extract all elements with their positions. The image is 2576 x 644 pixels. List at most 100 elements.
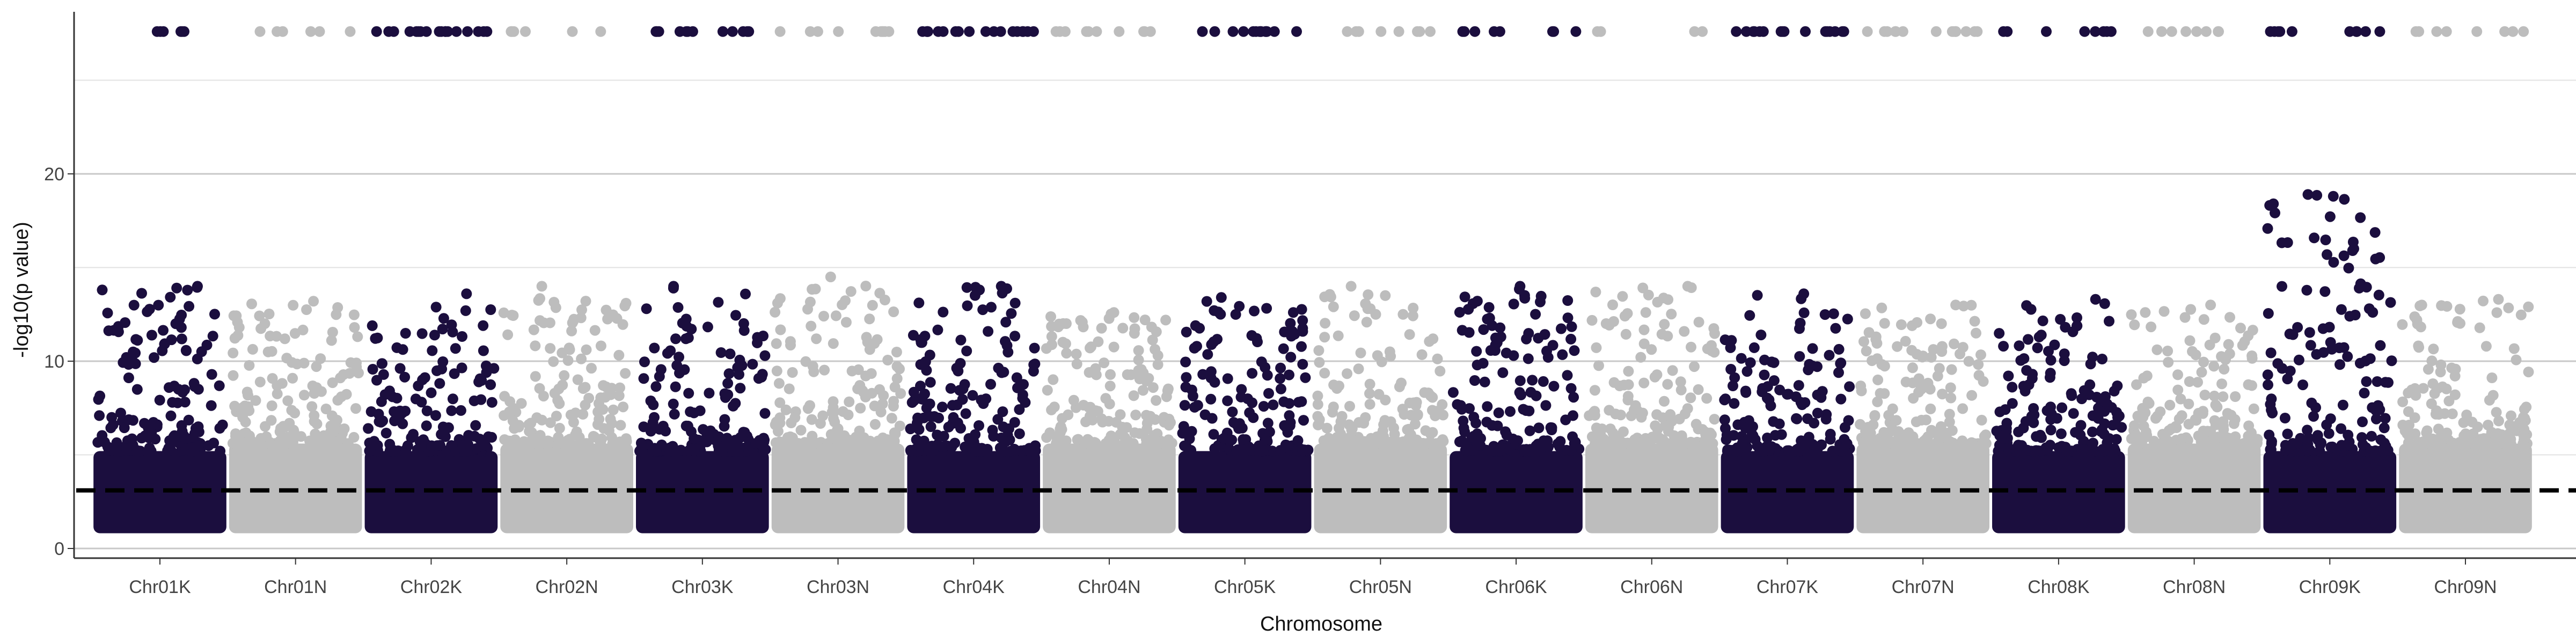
data-point bbox=[318, 430, 330, 441]
data-point bbox=[1380, 290, 1391, 301]
ceiling-point bbox=[2090, 26, 2101, 37]
x-tick-label: Chr01K bbox=[129, 577, 191, 597]
data-point bbox=[1958, 301, 1969, 312]
data-point bbox=[1520, 445, 1531, 456]
data-point bbox=[2176, 410, 2187, 421]
data-point bbox=[581, 438, 592, 449]
data-point bbox=[2126, 309, 2137, 320]
data-point bbox=[548, 356, 559, 367]
data-point bbox=[298, 390, 310, 401]
data-point bbox=[2014, 340, 2025, 352]
data-point bbox=[1745, 357, 1756, 368]
ceiling-point bbox=[2507, 26, 2519, 37]
data-point bbox=[1744, 310, 1755, 321]
data-point bbox=[728, 400, 739, 412]
ceiling-point bbox=[1342, 26, 1353, 37]
data-point bbox=[2338, 250, 2350, 261]
data-point bbox=[1472, 296, 1483, 307]
data-point bbox=[2000, 404, 2011, 415]
data-point bbox=[2266, 405, 2277, 415]
data-point bbox=[228, 370, 239, 381]
data-point bbox=[1162, 385, 1173, 396]
data-point bbox=[1331, 431, 1343, 443]
data-point bbox=[2222, 408, 2233, 419]
data-point bbox=[1740, 422, 1751, 434]
ceiling-point bbox=[1091, 26, 1102, 37]
data-point bbox=[2246, 350, 2258, 361]
ceiling-point bbox=[1890, 26, 1901, 37]
data-point bbox=[1437, 399, 1448, 410]
data-point bbox=[601, 381, 612, 392]
data-point bbox=[434, 378, 445, 389]
data-point bbox=[449, 445, 460, 457]
data-point bbox=[2415, 321, 2426, 333]
data-point bbox=[1806, 360, 1818, 371]
data-point bbox=[1797, 437, 1809, 448]
data-point bbox=[2183, 398, 2194, 409]
data-point bbox=[1833, 367, 1844, 378]
peak-point bbox=[1950, 299, 1962, 311]
data-point bbox=[440, 431, 451, 442]
data-point bbox=[1646, 344, 1657, 355]
data-point bbox=[840, 317, 852, 328]
data-point bbox=[128, 299, 140, 311]
data-point bbox=[938, 430, 949, 442]
data-point bbox=[485, 304, 496, 315]
data-point bbox=[799, 437, 810, 448]
data-point bbox=[2336, 423, 2347, 434]
data-point bbox=[1802, 413, 1813, 425]
data-point bbox=[977, 304, 989, 316]
data-point bbox=[2129, 319, 2140, 331]
data-point bbox=[889, 427, 900, 438]
ceiling-point bbox=[1054, 26, 1065, 37]
data-point bbox=[689, 433, 700, 444]
data-point bbox=[2097, 354, 2107, 364]
data-point bbox=[1973, 370, 1985, 381]
data-point bbox=[2325, 442, 2337, 452]
peak-point bbox=[2090, 294, 2101, 305]
data-point bbox=[1278, 343, 1289, 354]
data-point bbox=[2210, 399, 2221, 411]
data-point bbox=[916, 337, 927, 348]
ceiling-point bbox=[877, 26, 888, 37]
point-cluster bbox=[2263, 451, 2397, 533]
data-point bbox=[516, 398, 527, 409]
ceiling-point bbox=[305, 26, 316, 37]
data-point bbox=[2491, 307, 2502, 318]
data-point bbox=[475, 394, 487, 405]
data-point bbox=[1912, 317, 1923, 328]
data-point bbox=[785, 340, 796, 351]
data-point bbox=[1244, 407, 1255, 418]
data-point bbox=[1807, 439, 1818, 450]
data-points bbox=[92, 26, 2534, 533]
data-point bbox=[1133, 345, 1144, 356]
data-point bbox=[1297, 358, 1308, 370]
ceiling-point bbox=[980, 26, 991, 37]
data-point bbox=[894, 363, 905, 375]
data-point bbox=[2433, 423, 2444, 435]
data-point bbox=[2523, 301, 2534, 312]
peak-point bbox=[308, 296, 319, 307]
data-point bbox=[2113, 411, 2125, 422]
x-tick-label: Chr09N bbox=[2434, 577, 2497, 597]
data-point bbox=[932, 439, 943, 450]
data-point bbox=[538, 391, 549, 402]
peak-point bbox=[536, 281, 547, 292]
peak-point bbox=[996, 281, 1007, 292]
data-point bbox=[1483, 302, 1495, 313]
data-point bbox=[1679, 326, 1690, 337]
data-point bbox=[2328, 257, 2339, 268]
data-point bbox=[2100, 391, 2111, 402]
data-point bbox=[1408, 303, 1419, 313]
data-point bbox=[127, 415, 138, 426]
data-point bbox=[1340, 433, 1351, 444]
data-point bbox=[513, 421, 524, 433]
data-point bbox=[229, 400, 240, 412]
ceiling-point bbox=[1261, 26, 1272, 37]
data-point bbox=[1892, 341, 1903, 352]
data-point bbox=[119, 422, 130, 434]
data-point bbox=[391, 392, 402, 404]
peak-point bbox=[825, 272, 836, 282]
data-point bbox=[307, 380, 318, 391]
data-point bbox=[1006, 308, 1017, 319]
